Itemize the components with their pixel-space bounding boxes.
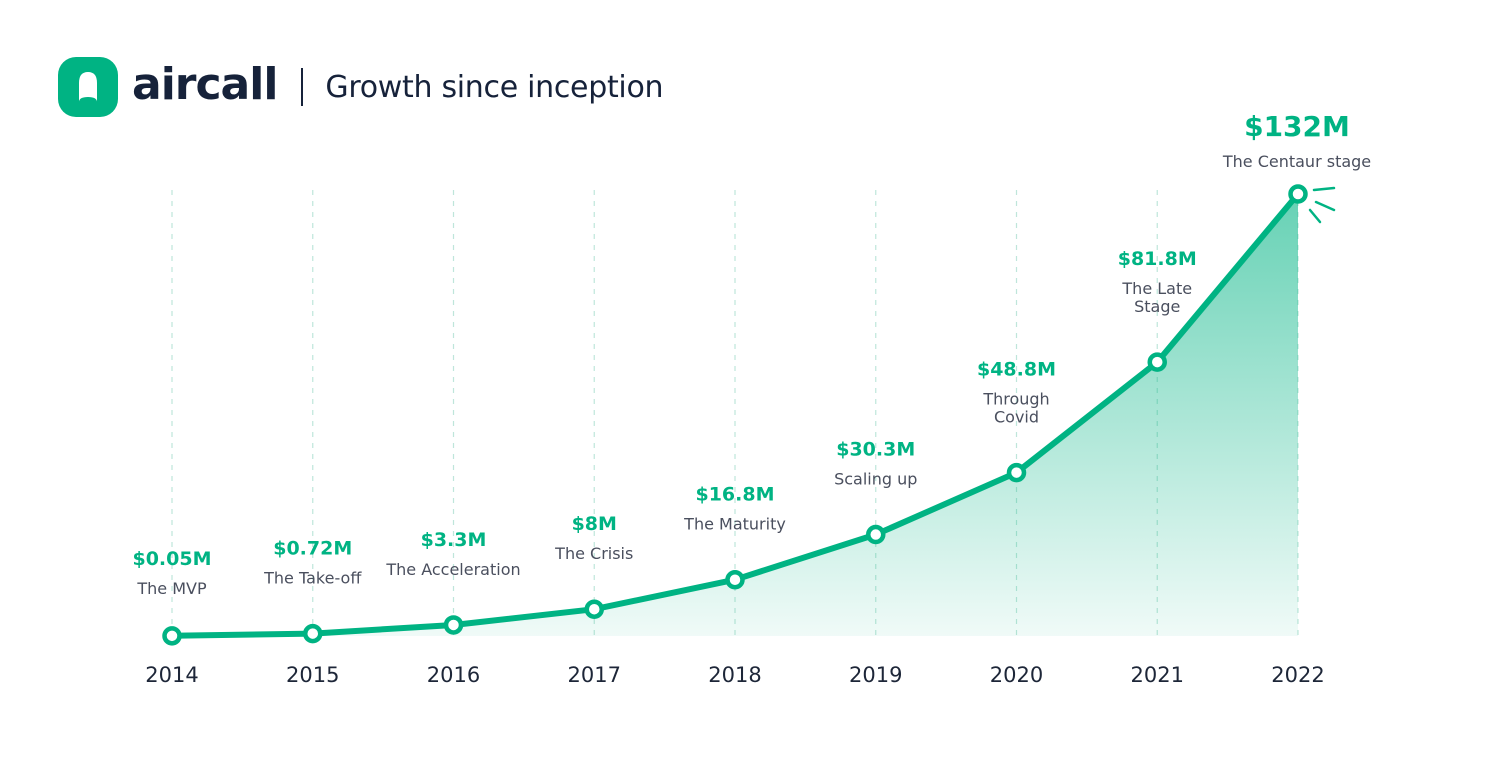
value-label-2019: $30.3M bbox=[836, 439, 915, 461]
x-tick-2019: 2019 bbox=[849, 663, 902, 687]
annotation-label-2017: The Crisis bbox=[554, 544, 633, 563]
value-label-2016: $3.3M bbox=[421, 529, 487, 551]
annotation-label-2020: Through bbox=[982, 390, 1049, 409]
value-label-2018: $16.8M bbox=[695, 484, 774, 506]
value-label-2021: $81.8M bbox=[1118, 248, 1197, 270]
value-label-2020: $48.8M bbox=[977, 359, 1056, 381]
annotation-label-2019: Scaling up bbox=[834, 470, 917, 489]
x-axis-tick-labels: 2014 2015 2016 2017 2018 2019 2020 2021 2022 bbox=[145, 663, 1324, 687]
header-divider bbox=[301, 68, 304, 106]
annotation-label-2021: Stage bbox=[1134, 297, 1180, 316]
x-tick-2021: 2021 bbox=[1131, 663, 1184, 687]
annotation-label-2020: Covid bbox=[994, 408, 1039, 427]
annotation-label-2018: The Maturity bbox=[683, 515, 786, 534]
x-tick-2016: 2016 bbox=[427, 663, 480, 687]
sparkle-ray-3 bbox=[1308, 208, 1322, 224]
data-point-2018 bbox=[725, 569, 745, 590]
x-tick-2017: 2017 bbox=[568, 663, 621, 687]
data-point-2019 bbox=[866, 524, 886, 545]
area-fill bbox=[172, 194, 1298, 636]
x-tick-2020: 2020 bbox=[990, 663, 1043, 687]
value-label-2017: $8M bbox=[572, 513, 617, 535]
annotation-label-2015: The Take-off bbox=[263, 569, 362, 588]
x-tick-2014: 2014 bbox=[145, 663, 198, 687]
value-label-2022: $132M bbox=[1244, 110, 1350, 143]
chart-header: aircall Growth since inception bbox=[58, 56, 664, 118]
data-labels: The MVP $0.05M The Take-off $0.72M The Accel… bbox=[132, 110, 1371, 598]
sparkle-burst-icon bbox=[1308, 186, 1336, 224]
annotation-label-2016: The Acceleration bbox=[385, 560, 520, 579]
data-point-2022 bbox=[1288, 184, 1308, 204]
x-tick-2015: 2015 bbox=[286, 663, 339, 687]
sparkle-ray-2 bbox=[1314, 200, 1336, 212]
page-title: Growth since inception bbox=[325, 69, 664, 105]
data-point-2015 bbox=[303, 623, 323, 644]
data-point-2021 bbox=[1147, 352, 1167, 372]
value-label-2014: $0.05M bbox=[132, 548, 211, 570]
annotation-label-2022: The Centaur stage bbox=[1222, 152, 1371, 171]
x-tick-2022: 2022 bbox=[1271, 663, 1324, 687]
data-point-2016 bbox=[443, 615, 464, 635]
sparkle-ray-1 bbox=[1312, 186, 1336, 192]
data-points bbox=[162, 184, 1308, 646]
x-tick-2018: 2018 bbox=[708, 663, 761, 687]
data-point-2017 bbox=[584, 599, 604, 619]
brand-wordmark: aircall bbox=[132, 59, 278, 110]
annotation-label-2014: The MVP bbox=[136, 579, 207, 598]
data-point-2014 bbox=[162, 626, 182, 646]
aircall-logo-icon bbox=[58, 57, 118, 117]
data-point-2020 bbox=[1006, 462, 1027, 483]
annotation-label-2021: The Late bbox=[1121, 279, 1192, 298]
value-label-2015: $0.72M bbox=[273, 538, 352, 560]
